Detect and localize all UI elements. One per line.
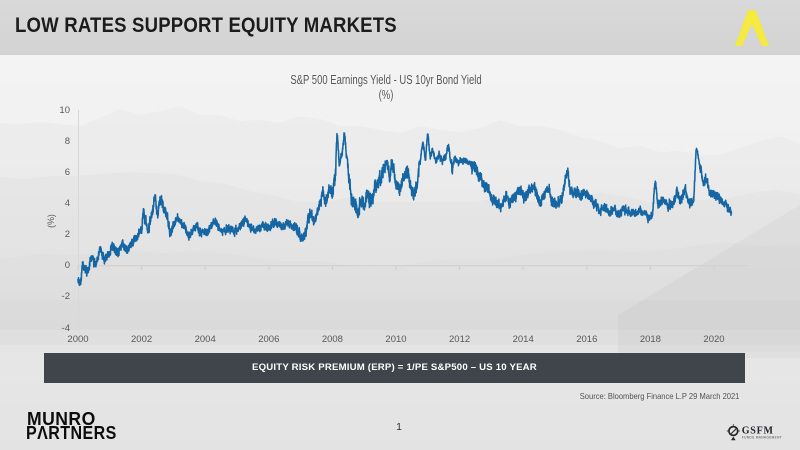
svg-text:FUNDS MANAGEMENT: FUNDS MANAGEMENT <box>742 436 782 440</box>
svg-text:GSFM: GSFM <box>742 426 774 437</box>
